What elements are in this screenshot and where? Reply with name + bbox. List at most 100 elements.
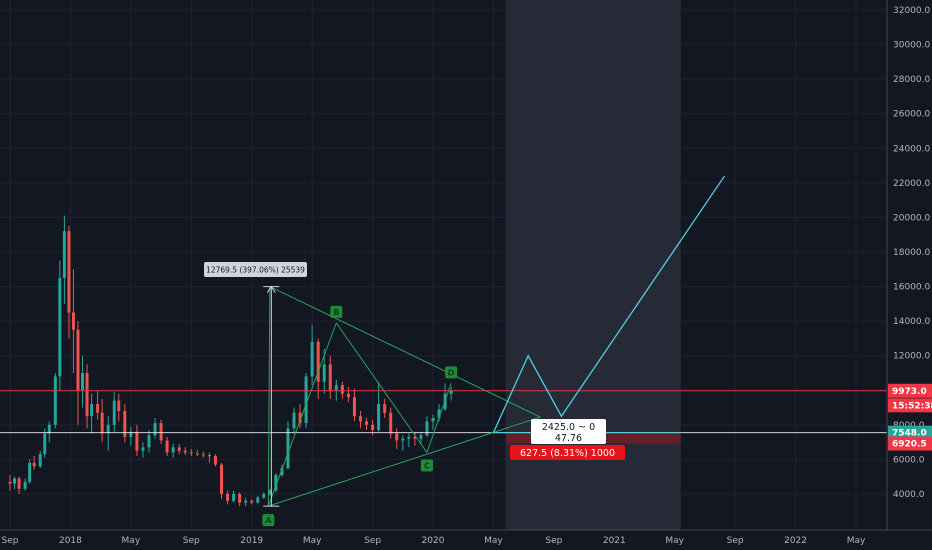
candle-body (358, 416, 362, 422)
candle (419, 431, 423, 444)
candle-body (8, 481, 12, 484)
candle (183, 447, 187, 456)
candle (213, 454, 217, 467)
range-label-bg (510, 445, 625, 460)
candle (32, 455, 36, 470)
candle (365, 417, 369, 431)
y-tick-label: 18000.0 (893, 248, 930, 258)
price-tag-bg (888, 425, 932, 440)
y-axis-panel (887, 0, 932, 550)
candle-body (135, 431, 139, 451)
candle (76, 321, 80, 425)
candle-body (226, 494, 230, 501)
candle (47, 421, 51, 443)
x-tick-label: Sep (2, 536, 19, 546)
candle (389, 407, 393, 439)
candle-body (147, 435, 151, 448)
pattern-leg-bc (335, 322, 428, 453)
price-tag: 15:52:38 (888, 398, 932, 413)
candle-body (298, 412, 302, 424)
candle (262, 492, 266, 500)
price-tag-text: 9973.0 (892, 387, 927, 397)
candle-body (17, 478, 21, 489)
price-tag-text: 15:52:38 (892, 401, 932, 411)
candle (67, 226, 71, 339)
candle (100, 398, 104, 443)
candle-body (431, 417, 435, 422)
candle (81, 355, 85, 408)
candle (141, 442, 145, 458)
candle-body (365, 421, 369, 425)
candle-body (268, 490, 272, 494)
candle-body (280, 468, 284, 475)
range-label-percent: 627.5 (8.31%) 1000 (510, 445, 625, 460)
candle-body (62, 231, 66, 278)
candle-body (100, 412, 104, 434)
candle (28, 459, 32, 484)
y-tick-label: 14000.0 (893, 317, 930, 327)
candle-body (328, 364, 332, 391)
candle-body (316, 341, 320, 382)
candle (328, 355, 332, 399)
candle-body (419, 435, 423, 439)
candle (220, 462, 223, 500)
candle-body (23, 481, 27, 489)
candle-body (346, 393, 350, 398)
candle-body (177, 447, 181, 451)
x-tick-label: Sep (364, 536, 381, 546)
candle-body (85, 373, 89, 417)
candle-body (112, 400, 116, 425)
candle (413, 431, 417, 446)
candle (71, 269, 75, 373)
y-tick-label: 12000.0 (893, 352, 930, 362)
point-label: D (448, 368, 455, 377)
candle-body (38, 454, 42, 467)
y-tick-label: 28000.0 (893, 75, 930, 85)
candle-body (28, 462, 32, 482)
candle (316, 338, 320, 399)
candle-body (371, 424, 375, 431)
measure-arrow (266, 285, 276, 293)
drawings: 12769.5 (397.06%) 25539 A B C D 2425.0 ~ 047.… (0, 175, 887, 527)
pattern-point-a: A (262, 514, 275, 527)
candle-body (401, 438, 405, 441)
candle-body (322, 364, 326, 382)
x-tick-label: Sep (727, 536, 744, 546)
point-badge (420, 459, 433, 472)
range-label-line1: 2425.0 ~ 0 (542, 422, 595, 433)
point-badge (445, 366, 458, 379)
candle-body (292, 412, 296, 429)
x-tick-label: Sep (183, 536, 200, 546)
candle (232, 490, 236, 503)
price-tag-bg (888, 436, 932, 451)
pattern-point-d: D (445, 366, 458, 379)
candle (123, 404, 127, 443)
point-badge (330, 305, 343, 318)
x-tick-label: 2020 (422, 536, 445, 546)
range-label-price: 2425.0 ~ 047.76 (531, 419, 606, 444)
candle (298, 404, 302, 429)
candle (226, 490, 230, 505)
candle-body (43, 433, 47, 455)
candle (425, 416, 429, 437)
point-badge (262, 514, 275, 527)
candle-body (232, 494, 236, 501)
pattern-leg-ab (267, 322, 337, 507)
candle-body (90, 404, 94, 417)
candle (268, 488, 272, 496)
y-tick-label: 22000.0 (893, 179, 930, 189)
candle-body (117, 400, 121, 412)
x-tick-label: 2022 (784, 536, 807, 546)
x-tick-label: May (484, 536, 503, 546)
candle (62, 215, 66, 304)
candle-body (189, 452, 193, 454)
wedge-lower-line (268, 416, 541, 507)
candle (13, 476, 17, 489)
price-tag-text: 6920.5 (892, 440, 927, 450)
candle (153, 417, 157, 439)
candle-body (310, 341, 314, 377)
candle-body (304, 376, 308, 424)
candle (256, 495, 260, 504)
